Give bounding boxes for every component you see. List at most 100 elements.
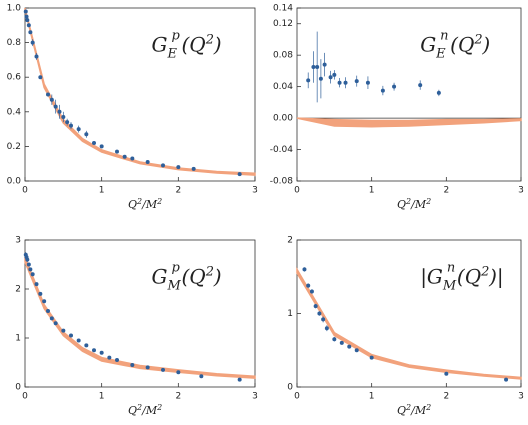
x-tick-label: 2 (175, 186, 181, 196)
x-axis-label: Q2/M2 (397, 197, 431, 211)
x-axis-label: Q2/M2 (128, 403, 162, 417)
x-tick-label: 1 (99, 392, 105, 402)
data-point (504, 377, 509, 382)
x-axis-label: Q2/M2 (397, 403, 431, 417)
data-point (23, 9, 28, 14)
x-axis-label-part: 2 (136, 403, 142, 412)
x-tick-label: 1 (369, 186, 375, 196)
data-point (115, 149, 119, 154)
data-point (321, 317, 326, 322)
x-tick-label: 0 (294, 186, 300, 196)
y-tick-label: 1 (15, 334, 21, 344)
data-point (332, 72, 337, 77)
title-close: ) (481, 33, 490, 57)
title-base: |G (420, 265, 443, 290)
data-point (26, 262, 31, 267)
data-point (444, 371, 449, 376)
title-arg-sup: 2 (480, 265, 489, 280)
data-point (99, 350, 104, 355)
title-base: G (152, 265, 168, 289)
data-point (30, 272, 35, 277)
data-point (99, 144, 104, 149)
data-point (317, 311, 322, 316)
data-point (176, 165, 181, 170)
data-point (25, 257, 30, 262)
title-arg-sup: 2 (205, 265, 214, 280)
data-point (46, 92, 50, 97)
y-tick-label: 2 (287, 236, 293, 246)
data-point (130, 156, 135, 161)
title-sup: p (171, 261, 180, 276)
x-axis-label-part: /M (410, 404, 427, 417)
data-point (38, 291, 43, 296)
data-point (92, 140, 96, 145)
data-point (34, 54, 39, 59)
x-axis-label-part: 2 (405, 197, 411, 206)
data-point (191, 166, 196, 171)
y-tick-label: -0.04 (270, 145, 294, 155)
x-tick-label: 2 (175, 392, 181, 402)
data-point (46, 309, 50, 314)
data-point (130, 362, 135, 367)
x-tick-label: 3 (252, 186, 258, 196)
data-point (161, 367, 165, 372)
data-point (57, 109, 62, 114)
data-point (69, 333, 73, 338)
data-point (65, 120, 70, 125)
data-point (49, 316, 54, 321)
data-point (28, 30, 33, 35)
data-point (176, 370, 181, 375)
data-point (61, 114, 66, 119)
data-point (328, 75, 333, 80)
x-axis-label-part: 2 (425, 197, 431, 206)
y-tick-label: 0 (287, 383, 293, 393)
title-sup: n (440, 29, 448, 44)
model-band (24, 7, 256, 176)
y-tick-label: -0.08 (270, 177, 294, 187)
x-tick-label: 2 (443, 186, 449, 196)
title-sub: M (166, 279, 181, 294)
data-point (25, 18, 30, 23)
data-point (306, 78, 311, 83)
data-point (61, 328, 66, 333)
x-axis-label: Q2/M2 (128, 197, 162, 211)
title-base: G (152, 33, 168, 57)
data-point (313, 304, 318, 309)
plot-frame (24, 7, 256, 182)
model-band (24, 256, 256, 379)
x-axis-label-part: Q (397, 198, 406, 211)
x-axis-label-part: 2 (136, 197, 142, 206)
data-point (69, 123, 73, 128)
y-tick-label: 0.2 (7, 142, 21, 152)
data-point (237, 172, 242, 177)
data-point (42, 299, 47, 304)
x-tick-label: 1 (99, 186, 105, 196)
data-point (380, 88, 385, 93)
data-point (306, 283, 311, 288)
data-point (322, 62, 327, 67)
data-point (309, 289, 314, 294)
data-point (318, 76, 323, 81)
title-arg: (Q (450, 33, 474, 57)
title-arg-sup: 2 (205, 33, 214, 48)
data-point (365, 80, 370, 85)
x-tick-label: 3 (252, 392, 258, 402)
x-axis-label-part: /M (410, 198, 427, 211)
y-tick-label: 0.08 (273, 51, 293, 61)
data-point (315, 64, 320, 69)
title-sup: p (171, 29, 180, 44)
title-arg-sup: 2 (473, 33, 482, 48)
x-axis-label-part: 2 (156, 403, 162, 412)
y-tick-label: 0 (15, 383, 21, 393)
model-band (296, 266, 522, 380)
data-point (53, 104, 58, 109)
title-arg: (Q (181, 265, 205, 289)
data-point (311, 64, 316, 69)
data-point (302, 267, 307, 272)
y-tick-label: 1.0 (7, 4, 22, 14)
data-point (237, 377, 242, 382)
data-point (436, 90, 441, 95)
x-axis-label-part: 2 (425, 403, 431, 412)
title-close: )| (488, 265, 504, 290)
